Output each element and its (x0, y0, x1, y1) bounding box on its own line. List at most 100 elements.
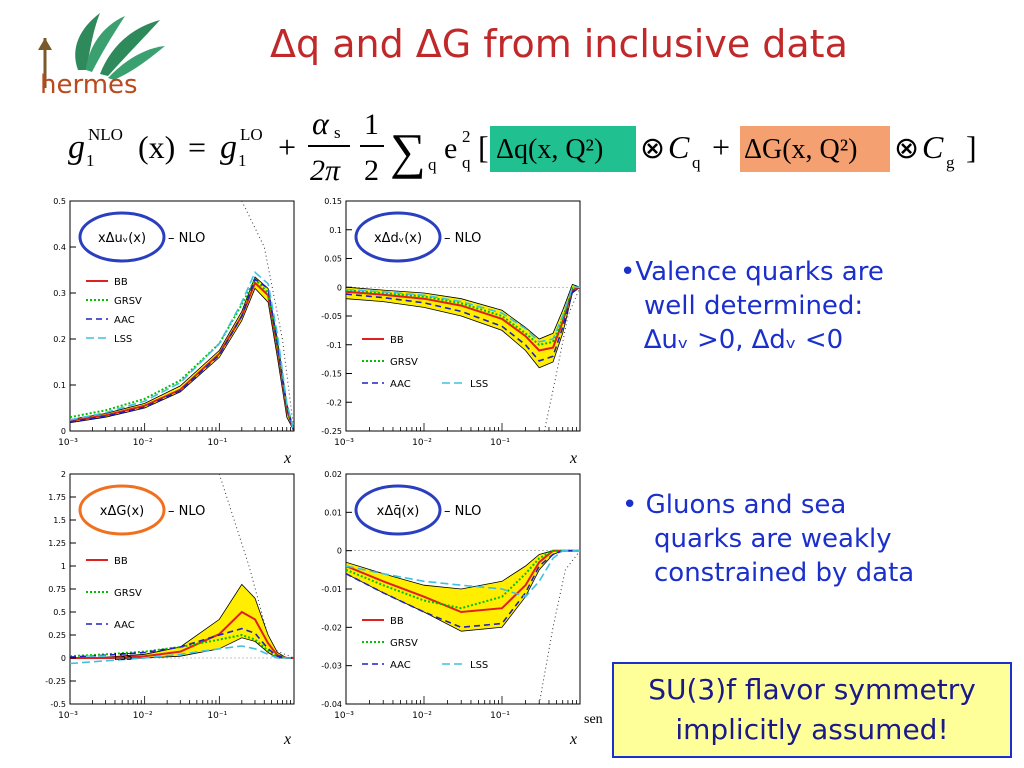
chart-xdu-valence: 0 0.1 0.2 0.3 0.4 0.5 10⁻³ 10⁻² 10⁻¹ x xΔuᵥ(x) – NL… (30, 195, 302, 467)
y-tick-label: 0 (337, 283, 342, 292)
logo-text: hermes (40, 70, 138, 100)
x-tick-label: 10⁻² (412, 438, 432, 448)
x-tick-label: 10⁻² (133, 438, 153, 448)
y-tick-label: 0.3 (53, 289, 66, 298)
x-tick-label: 10⁻³ (334, 711, 354, 721)
formula-half-num: 1 (364, 108, 379, 141)
bullet2-line1: • Gluons and sea (622, 490, 847, 520)
series-line-aac (70, 277, 294, 431)
x-tick-label: 10⁻³ (334, 438, 354, 448)
y-tick-label: -0.15 (321, 370, 342, 379)
y-tick-label: -0.01 (321, 585, 342, 594)
formula-rbracket: ] (966, 129, 977, 165)
y-tick-label: 0 (337, 547, 342, 556)
x-tick-label: 10⁻³ (58, 438, 78, 448)
function-label-circle (78, 211, 166, 263)
y-tick-label: -0.05 (321, 312, 342, 321)
formula-cq-sub: q (692, 153, 701, 172)
formula-charge-sub: q (462, 153, 471, 172)
y-tick-label: 0.02 (324, 470, 342, 479)
nlo-label: – NLO (444, 231, 481, 246)
uncertainty-band (346, 283, 580, 369)
y-tick-label: 0.5 (53, 197, 66, 206)
series-line-lss (70, 270, 294, 431)
y-tick-label: 1.75 (48, 493, 66, 502)
function-label: xΔG(x) (100, 504, 145, 519)
legend-label-grsv: GRSV (114, 588, 142, 599)
bullet-gluons-sea: • Gluons and sea quarks are weakly const… (622, 488, 1012, 590)
y-tick-label: 0.15 (324, 197, 342, 206)
function-label: xΔuᵥ(x) (98, 231, 146, 246)
y-tick-label: -0.5 (50, 700, 66, 709)
legend-label-grsv: GRSV (390, 638, 418, 649)
y-tick-label: 0.05 (324, 255, 342, 264)
formula-eq: = (188, 129, 206, 165)
legend-label-aac: AAC (390, 379, 411, 390)
series-line-aac (70, 627, 294, 659)
formula-cq: C (668, 129, 690, 165)
legend-label-lss: LSS (470, 660, 488, 671)
winged-staff-icon (38, 13, 165, 88)
nlo-label: – NLO (444, 504, 481, 519)
legend-label-bb: BB (390, 616, 404, 627)
formula-plus2: + (712, 129, 730, 165)
x-tick-label: 10⁻² (412, 711, 432, 721)
dg-term-highlight (740, 126, 890, 172)
x-tick-label: 10⁻² (133, 711, 153, 721)
y-tick-label: 1 (61, 562, 66, 571)
x-tick-label: 10⁻¹ (207, 438, 227, 448)
plot-frame (69, 200, 295, 432)
x-axis-label: x (283, 450, 291, 467)
formula-charge-sup: 2 (462, 127, 471, 146)
function-label-circle (354, 211, 442, 263)
formula-otimes2: ⊗ (894, 132, 919, 165)
y-tick-label: -0.25 (45, 677, 66, 686)
positivity-limit (218, 474, 294, 659)
formula-alpha-sub: s (334, 123, 341, 142)
function-label: xΔdᵥ(x) (374, 231, 422, 246)
y-tick-label: -0.02 (321, 623, 342, 632)
legend-label-aac: AAC (114, 315, 135, 326)
bullet-valence-quarks: •Valence quarks are well determined: ∆uᵥ… (620, 255, 1010, 357)
uncertainty-band (70, 583, 294, 659)
series-line-lss (346, 286, 580, 343)
y-tick-label: 0.1 (329, 226, 342, 235)
formula-lbracket: [ (478, 129, 489, 165)
x-tick-label: 10⁻³ (58, 711, 78, 721)
y-tick-label: 0.25 (48, 631, 66, 640)
series-line-lss (346, 549, 580, 598)
y-tick-label: 0.1 (53, 381, 66, 390)
x-axis-label: x (569, 731, 577, 748)
bullet1-line3: ∆uᵥ >0, ∆dᵥ <0 (644, 325, 844, 355)
legend-label-aac: AAC (390, 660, 411, 671)
note-line2: implicitly assumed! (675, 713, 949, 746)
nlo-label: – NLO (168, 231, 205, 246)
y-tick-label: 0 (61, 654, 66, 663)
y-tick-label: -0.1 (326, 341, 342, 350)
su3-note-box: SU(3)f flavor symmetry implicitly assume… (612, 662, 1012, 758)
formula-rhs-g: g (220, 129, 237, 166)
y-tick-label: 0 (61, 427, 66, 436)
formula-charge: e (444, 132, 457, 165)
x-axis-label: x (283, 731, 291, 748)
series-line-aac (346, 286, 580, 362)
series-line-aac (346, 549, 580, 629)
formula-otimes: ⊗ (640, 132, 665, 165)
y-tick-label: 0.4 (53, 243, 66, 252)
formula-sigma: ∑ (390, 123, 426, 179)
formula-cg-sub: g (946, 153, 955, 172)
positivity-limit (543, 287, 580, 431)
x-tick-label: 10⁻¹ (490, 438, 510, 448)
formula-dq-term: Δq(x, Q²) (496, 134, 603, 165)
series-line-lss (70, 645, 294, 665)
y-tick-label: -0.03 (321, 662, 342, 671)
chart-xdqbar-sea: -0.04 -0.03 -0.02 -0.01 0 0.01 0.02 10⁻³ 10⁻² 10⁻… (306, 468, 588, 748)
uncertainty-band (70, 276, 294, 431)
nlo-structure-function-formula: g NLO 1 (x) = g LO 1 + α s 2π 1 2 ∑ q e … (68, 105, 977, 187)
legend-label-aac: AAC (114, 620, 135, 631)
formula-sum-sub: q (428, 155, 437, 174)
formula-rhs-sub: 1 (238, 151, 247, 170)
y-tick-label: -0.04 (321, 700, 342, 709)
legend-label-lss: LSS (114, 334, 132, 345)
y-tick-label: 2 (61, 470, 66, 479)
